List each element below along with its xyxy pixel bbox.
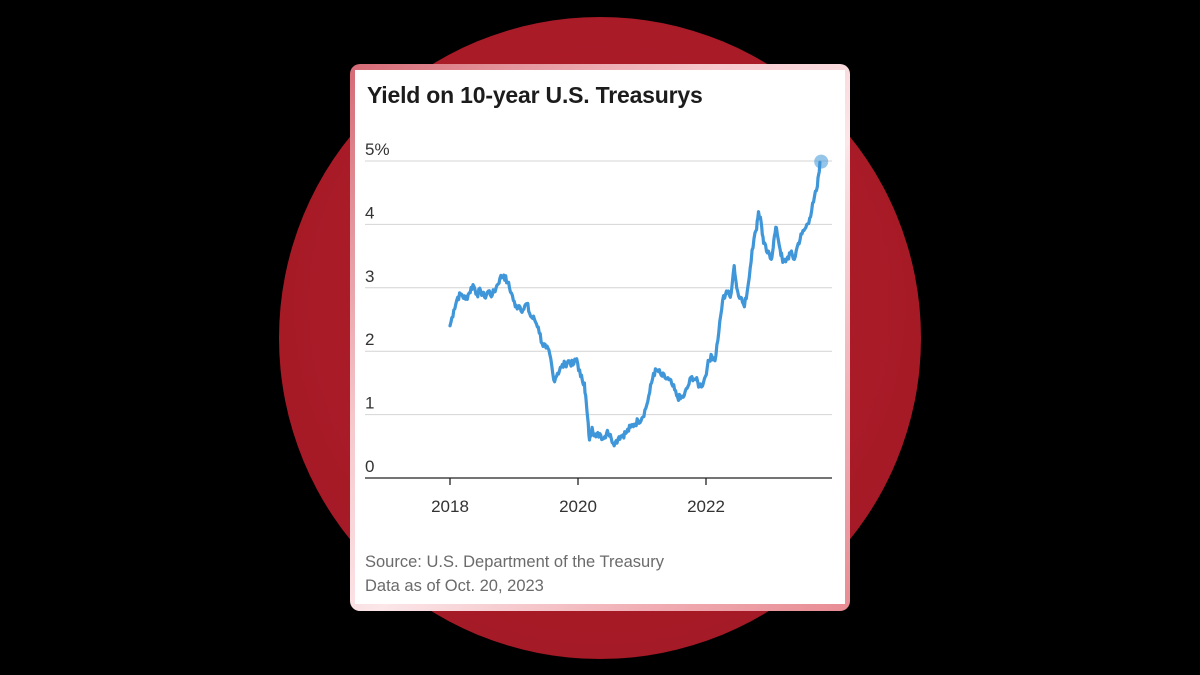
y-axis-labels: 0 1 2 3 4 5% xyxy=(365,140,390,476)
y-tick-label: 0 xyxy=(365,457,374,476)
chart-title: Yield on 10-year U.S. Treasurys xyxy=(367,82,703,108)
line-chart: 0 1 2 3 4 5% 2018 2020 2022 xyxy=(365,140,832,516)
x-tick-label: 2022 xyxy=(687,497,725,516)
latest-value-marker xyxy=(814,154,829,169)
x-tick-label: 2018 xyxy=(431,497,469,516)
yield-line xyxy=(448,160,822,448)
data-date-note: Data as of Oct. 20, 2023 xyxy=(365,577,544,595)
y-tick-label: 1 xyxy=(365,394,374,413)
y-tick-label: 5% xyxy=(365,140,390,159)
y-tick-label: 3 xyxy=(365,267,374,286)
x-axis: 2018 2020 2022 xyxy=(431,478,725,516)
y-tick-label: 2 xyxy=(365,330,374,349)
source-note: Source: U.S. Department of the Treasury xyxy=(365,553,664,571)
chart-footer: Source: U.S. Department of the Treasury … xyxy=(365,550,664,598)
x-tick-label: 2020 xyxy=(559,497,597,516)
chart-card: Yield on 10-year U.S. Treasurys 0 1 2 3 4 5% … xyxy=(355,70,845,604)
gridlines xyxy=(365,160,832,479)
y-tick-label: 4 xyxy=(365,203,374,222)
